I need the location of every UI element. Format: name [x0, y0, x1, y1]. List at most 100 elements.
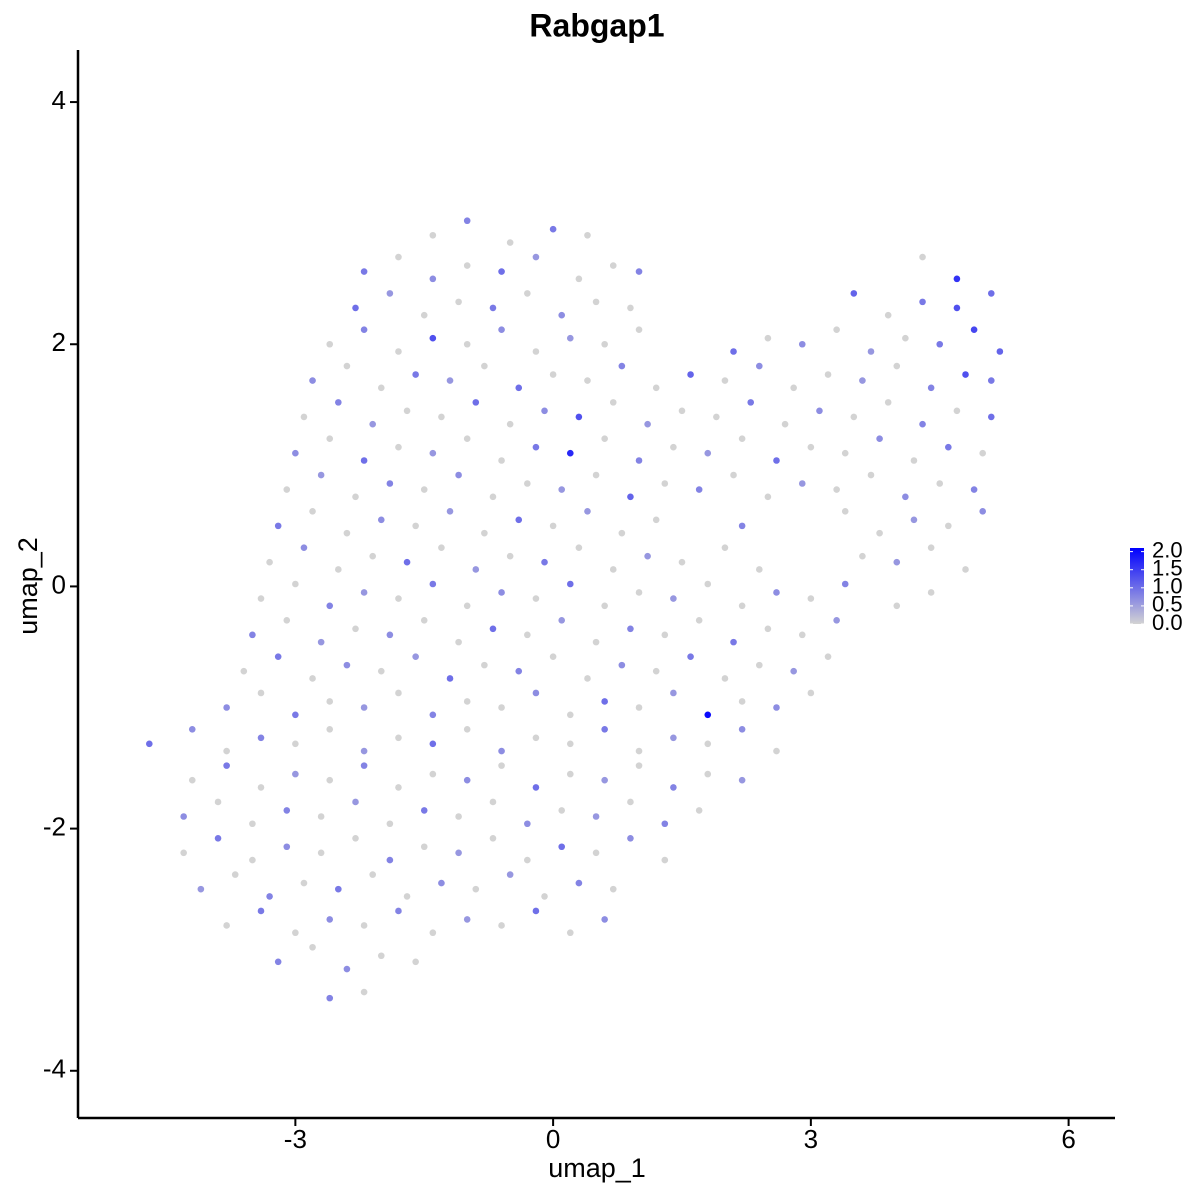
point: [661, 480, 669, 487]
point: [627, 834, 634, 842]
point: [257, 907, 265, 915]
point: [455, 849, 462, 857]
point: [231, 871, 239, 878]
point: [919, 253, 926, 261]
y-tick-label: 4: [52, 85, 66, 115]
point: [300, 879, 308, 887]
point: [377, 952, 385, 960]
point: [627, 625, 634, 633]
point: [979, 449, 986, 457]
point: [377, 384, 385, 392]
point: [566, 929, 574, 937]
point: [283, 486, 291, 493]
point: [317, 813, 325, 820]
point: [592, 813, 600, 820]
point: [773, 704, 780, 711]
point: [687, 653, 694, 660]
point: [429, 740, 437, 748]
point: [326, 340, 334, 348]
point: [283, 617, 291, 624]
point: [532, 443, 540, 451]
point: [927, 544, 935, 551]
point: [936, 480, 944, 487]
point: [257, 784, 265, 791]
point: [386, 631, 394, 639]
point: [369, 552, 376, 560]
point: [377, 667, 385, 675]
point: [661, 820, 669, 828]
point: [609, 566, 617, 573]
point: [395, 689, 402, 697]
color-bar: [1130, 548, 1144, 624]
point: [927, 384, 935, 392]
point: [292, 580, 299, 588]
point: [833, 617, 840, 624]
point: [773, 747, 780, 755]
point: [326, 994, 334, 1002]
point: [867, 348, 875, 355]
point: [455, 471, 462, 479]
point: [730, 471, 737, 479]
point: [678, 407, 686, 415]
point: [532, 348, 540, 355]
point: [506, 871, 514, 878]
point: [335, 399, 342, 406]
point: [524, 480, 531, 487]
point: [635, 589, 643, 596]
point: [790, 384, 797, 392]
point: [541, 893, 548, 900]
point: [618, 362, 626, 370]
point: [661, 856, 669, 864]
point: [738, 522, 746, 530]
point: [730, 348, 737, 355]
point: [730, 638, 737, 646]
point: [283, 843, 291, 851]
point: [188, 726, 196, 733]
point: [652, 384, 660, 392]
point: [807, 595, 815, 602]
point: [369, 871, 376, 878]
point: [360, 268, 368, 275]
point: [515, 667, 523, 675]
point: [360, 988, 368, 996]
point: [893, 558, 901, 566]
point: [996, 348, 1004, 355]
point: [463, 435, 471, 442]
point: [876, 529, 883, 537]
point: [592, 298, 600, 306]
point: [214, 834, 222, 842]
point: [300, 413, 308, 421]
point: [386, 856, 394, 864]
point: [807, 689, 815, 697]
point: [352, 493, 359, 501]
point: [429, 231, 437, 239]
point: [386, 290, 394, 297]
point: [532, 689, 540, 697]
point: [489, 798, 497, 806]
point: [670, 784, 677, 791]
color-tick-label: 0.5: [1152, 592, 1183, 617]
point: [180, 813, 187, 820]
point: [395, 253, 402, 261]
point: [773, 589, 780, 596]
point: [627, 304, 634, 312]
point: [292, 770, 299, 778]
point: [309, 675, 316, 682]
point: [670, 443, 677, 451]
point: [506, 420, 514, 428]
point: [592, 849, 600, 857]
point: [257, 734, 265, 742]
point: [549, 225, 557, 233]
point: [463, 602, 471, 610]
point: [249, 631, 256, 639]
point: [575, 544, 583, 551]
point: [566, 770, 574, 778]
point: [601, 726, 608, 733]
point: [326, 698, 334, 705]
point: [833, 486, 840, 493]
point: [326, 916, 334, 923]
point: [343, 529, 351, 537]
point: [197, 885, 205, 893]
point: [584, 377, 591, 384]
